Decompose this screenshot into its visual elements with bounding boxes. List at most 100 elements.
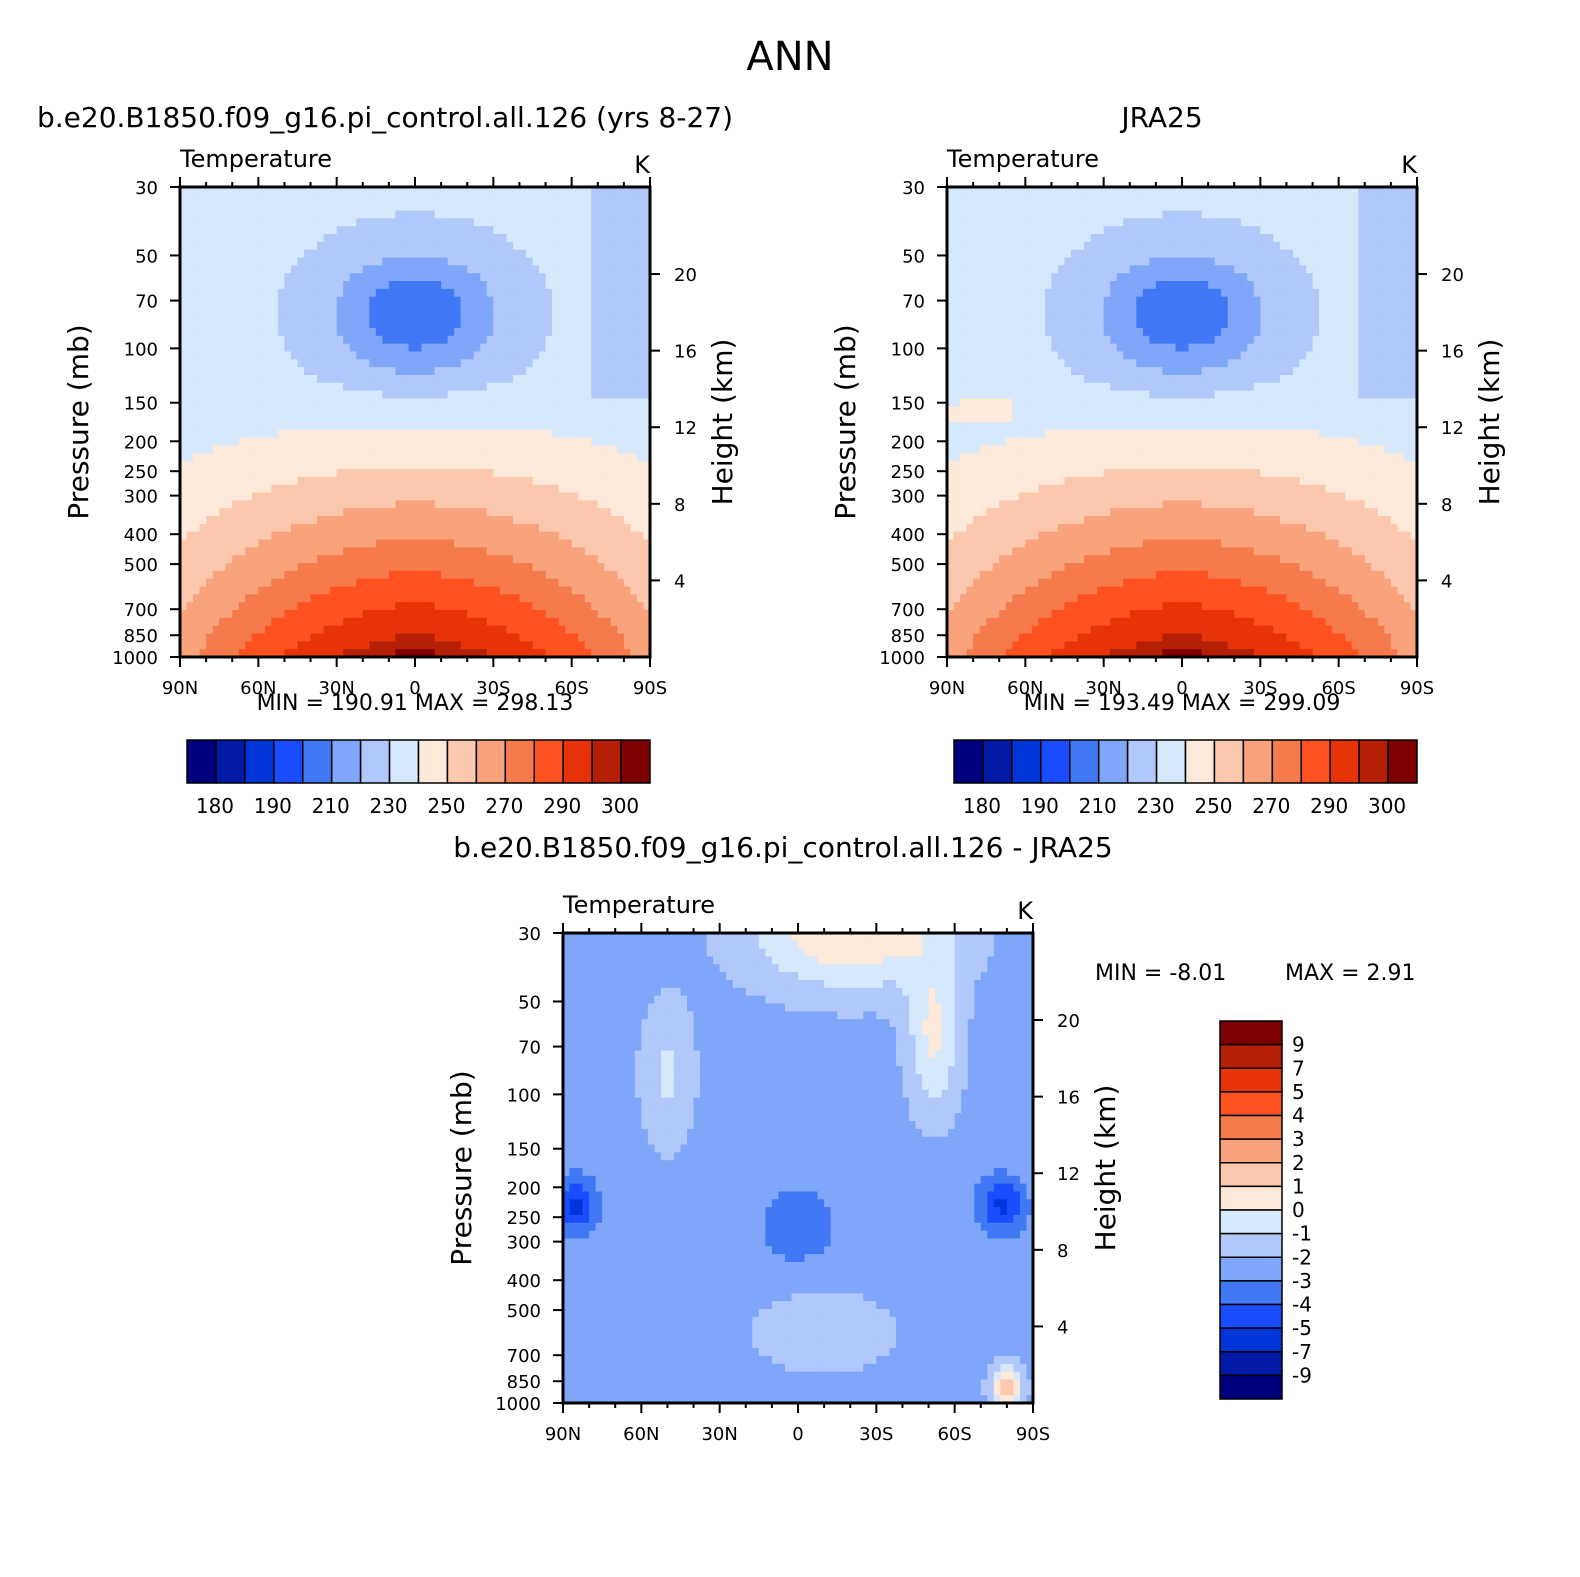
contour-cell [584, 406, 592, 415]
contour-cell [388, 328, 397, 337]
contour-cell [578, 547, 586, 556]
contour-cell [493, 398, 501, 407]
contour-cell [284, 398, 292, 407]
contour-cell [401, 461, 410, 470]
contour-cell [232, 257, 240, 266]
contour-cell [219, 296, 227, 306]
contour-cell [271, 437, 279, 447]
contour-cell [199, 304, 207, 313]
contour-cell [401, 218, 410, 227]
contour-cell [578, 617, 586, 627]
contour-cell [571, 586, 579, 595]
contour-cell [264, 187, 272, 196]
contour-cell [584, 523, 592, 533]
contour-cell [362, 414, 370, 423]
contour-cell [1312, 218, 1320, 227]
contour-cell [271, 602, 279, 611]
contour-cell [323, 469, 331, 478]
contour-cell [264, 523, 272, 533]
contour-cell [421, 563, 429, 572]
contour-cell [232, 563, 240, 572]
contour-cell [486, 194, 494, 204]
contour-cell [219, 234, 227, 243]
contour-cell [388, 445, 397, 454]
contour-cell [180, 461, 188, 470]
contour-cell [480, 359, 488, 368]
contour-cell [545, 633, 553, 642]
contour-cell [460, 602, 468, 611]
contour-cell [317, 563, 325, 572]
contour-cell [597, 500, 605, 509]
contour-cell [467, 461, 475, 470]
contour-cell [571, 453, 579, 462]
contour-cell [323, 351, 331, 360]
contour-cell [1168, 210, 1177, 219]
contour-cell [460, 304, 468, 313]
contour-cell [473, 570, 481, 580]
contour-cell [617, 469, 625, 478]
contour-cell [290, 249, 299, 259]
contour-cell [186, 328, 194, 337]
contour-cell [382, 563, 390, 572]
contour-cell [1123, 210, 1131, 219]
contour-cell [375, 547, 383, 556]
contour-cell [264, 281, 272, 290]
contour-cell [473, 453, 481, 462]
contour-cell [415, 578, 423, 588]
contour-cell [643, 335, 651, 345]
contour-cell [356, 390, 364, 400]
contour-cell [525, 508, 534, 517]
contour-cell [584, 570, 592, 580]
contour-cell [290, 570, 299, 580]
contour-cell [539, 187, 547, 196]
contour-cell [610, 649, 618, 658]
contour-cell [532, 210, 540, 219]
contour-cell [1240, 234, 1248, 243]
contour-cell [552, 390, 560, 400]
contour-cell [193, 641, 201, 650]
contour-cell [636, 625, 645, 635]
contour-cell [271, 406, 279, 415]
contour-cell [258, 406, 266, 415]
contour-cell [343, 335, 351, 345]
contour-cell [623, 390, 632, 400]
contour-cell [180, 249, 188, 259]
contour-cell [1306, 241, 1314, 251]
contour-cell [212, 516, 220, 525]
contour-cell [493, 351, 501, 360]
contour-cell [382, 218, 390, 227]
contour-cell [1214, 210, 1222, 219]
contour-cell [565, 586, 573, 595]
contour-cell [395, 523, 403, 533]
contour-cell [480, 531, 488, 541]
contour-cell [1044, 241, 1053, 251]
contour-cell [552, 508, 560, 517]
contour-cell [1012, 194, 1020, 204]
contour-cell [506, 249, 514, 259]
contour-cell [506, 335, 514, 345]
contour-cell [597, 234, 605, 243]
contour-cell [1397, 234, 1405, 243]
contour-cell [336, 555, 344, 564]
contour-cell [362, 390, 370, 400]
contour-cell [336, 265, 344, 274]
contour-cell [206, 273, 214, 282]
contour-cell [199, 617, 207, 627]
contour-cell [1403, 194, 1412, 204]
contour-cell [480, 398, 488, 407]
contour-cell [323, 508, 331, 517]
contour-cell [434, 570, 442, 580]
contour-cell [604, 429, 612, 439]
contour-cell [232, 437, 240, 447]
contour-cell [369, 281, 377, 290]
contour-cell [467, 414, 475, 423]
contour-cell [1005, 218, 1013, 227]
contour-cell [304, 288, 312, 298]
contour-cell [290, 633, 299, 642]
contour-cell [1018, 234, 1026, 243]
contour-cell [499, 578, 507, 588]
y-tick-label: 70 [135, 292, 158, 313]
contour-cell [251, 335, 259, 345]
contour-cell [401, 469, 410, 478]
contour-cell [545, 218, 553, 227]
